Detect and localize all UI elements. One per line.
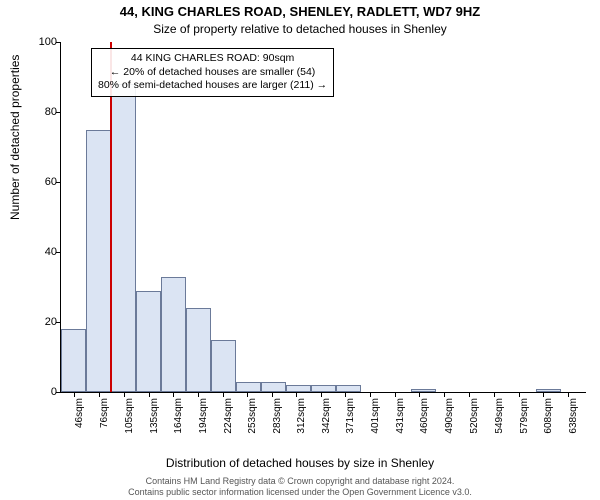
x-tick-label: 164sqm bbox=[173, 398, 175, 434]
histogram-bar bbox=[136, 291, 161, 393]
x-axis-label: Distribution of detached houses by size … bbox=[0, 456, 600, 470]
histogram-bar bbox=[211, 340, 236, 393]
histogram-bar bbox=[411, 389, 436, 393]
x-tick-label: 105sqm bbox=[124, 398, 126, 434]
annotation-line: 44 KING CHARLES ROAD: 90sqm bbox=[98, 52, 327, 66]
x-tick-label: 371sqm bbox=[345, 398, 347, 434]
histogram-bar bbox=[311, 385, 336, 392]
x-tick-label: 490sqm bbox=[444, 398, 446, 434]
histogram-bar bbox=[161, 277, 186, 393]
x-tick-label: 579sqm bbox=[519, 398, 521, 434]
histogram-bar bbox=[261, 382, 286, 393]
histogram-bar bbox=[286, 385, 311, 392]
histogram-bar bbox=[86, 130, 111, 393]
x-tick-label: 549sqm bbox=[494, 398, 496, 434]
y-tick-label: 80 bbox=[27, 106, 57, 118]
y-tick-label: 100 bbox=[27, 36, 57, 48]
x-tick-label: 224sqm bbox=[223, 398, 225, 434]
x-tick-label: 194sqm bbox=[198, 398, 200, 434]
histogram-bar bbox=[186, 308, 211, 392]
histogram-bar bbox=[536, 389, 561, 393]
x-tick-label: 135sqm bbox=[149, 398, 151, 434]
x-tick-label: 431sqm bbox=[395, 398, 397, 434]
y-axis-label: Number of detached properties bbox=[8, 55, 22, 220]
x-tick-label: 312sqm bbox=[296, 398, 298, 434]
y-tick-label: 40 bbox=[27, 246, 57, 258]
plot-area: 02040608010046sqm76sqm105sqm135sqm164sqm… bbox=[60, 42, 586, 393]
x-tick-label: 520sqm bbox=[469, 398, 471, 434]
footer-line-2: Contains public sector information licen… bbox=[0, 487, 600, 498]
chart-footer: Contains HM Land Registry data © Crown c… bbox=[0, 476, 600, 498]
y-tick-label: 0 bbox=[27, 386, 57, 398]
annotation-line: 80% of semi-detached houses are larger (… bbox=[98, 79, 327, 93]
x-tick-label: 401sqm bbox=[370, 398, 372, 434]
x-tick-label: 46sqm bbox=[74, 398, 76, 428]
histogram-bar bbox=[61, 329, 86, 392]
chart-subtitle: Size of property relative to detached ho… bbox=[0, 22, 600, 36]
annotation-box: 44 KING CHARLES ROAD: 90sqm← 20% of deta… bbox=[91, 48, 334, 97]
x-tick-label: 638sqm bbox=[568, 398, 570, 434]
x-tick-label: 76sqm bbox=[99, 398, 101, 428]
chart-title: 44, KING CHARLES ROAD, SHENLEY, RADLETT,… bbox=[0, 4, 600, 19]
x-tick-label: 253sqm bbox=[247, 398, 249, 434]
histogram-bar bbox=[336, 385, 361, 392]
x-tick-label: 283sqm bbox=[272, 398, 274, 434]
histogram-bar bbox=[236, 382, 261, 393]
y-tick-label: 20 bbox=[27, 316, 57, 328]
histogram-bar bbox=[111, 84, 136, 392]
chart-container: 44, KING CHARLES ROAD, SHENLEY, RADLETT,… bbox=[0, 0, 600, 500]
annotation-line: ← 20% of detached houses are smaller (54… bbox=[98, 66, 327, 80]
footer-line-1: Contains HM Land Registry data © Crown c… bbox=[0, 476, 600, 487]
x-tick-label: 460sqm bbox=[419, 398, 421, 434]
y-tick-label: 60 bbox=[27, 176, 57, 188]
x-tick-label: 342sqm bbox=[321, 398, 323, 434]
x-tick-label: 608sqm bbox=[543, 398, 545, 434]
